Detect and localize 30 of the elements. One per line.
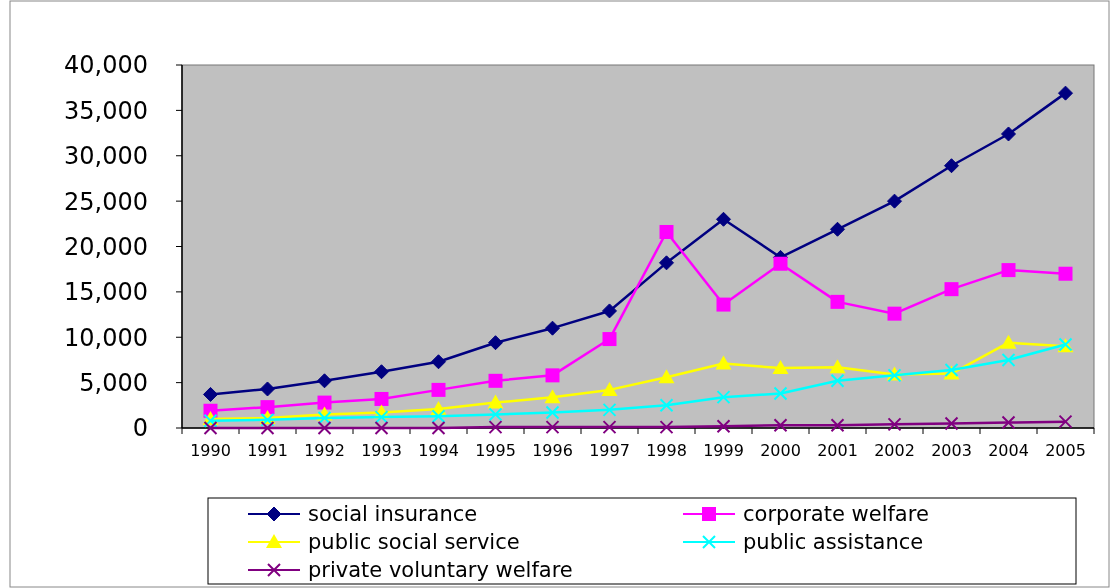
x-tick-label: 1990 xyxy=(190,441,231,460)
legend-label: public assistance xyxy=(743,530,924,555)
y-tick-label: 30,000 xyxy=(64,142,148,171)
x-tick-label: 2005 xyxy=(1045,441,1086,460)
y-tick-label: 20,000 xyxy=(64,232,148,261)
x-tick-label: 1993 xyxy=(361,441,402,460)
x-tick-label: 1991 xyxy=(247,441,288,460)
y-tick-label: 40,000 xyxy=(64,51,148,80)
x-tick-label: 2002 xyxy=(874,441,915,460)
x-tick-label: 2000 xyxy=(760,441,801,460)
legend-label: social insurance xyxy=(308,502,478,527)
y-tick-label: 35,000 xyxy=(64,96,148,125)
y-tick-label: 25,000 xyxy=(64,187,148,216)
x-tick-label: 1992 xyxy=(304,441,345,460)
x-tick-label: 2004 xyxy=(988,441,1029,460)
legend-label: public social service xyxy=(308,530,520,555)
x-tick-label: 2001 xyxy=(817,441,858,460)
x-tick-label: 2003 xyxy=(931,441,972,460)
y-tick-label: 0 xyxy=(132,414,148,443)
y-tick-label: 15,000 xyxy=(64,278,148,307)
y-tick-label: 10,000 xyxy=(64,323,148,352)
x-tick-label: 1994 xyxy=(418,441,459,460)
x-tick-label: 1995 xyxy=(475,441,516,460)
x-tick-label: 1996 xyxy=(532,441,573,460)
x-tick-label: 1999 xyxy=(703,441,744,460)
x-tick-label: 1997 xyxy=(589,441,630,460)
legend-label: private voluntary welfare xyxy=(308,558,573,583)
legend-label: corporate welfare xyxy=(743,502,929,527)
x-tick-label: 1998 xyxy=(646,441,687,460)
y-tick-label: 5,000 xyxy=(79,369,148,398)
